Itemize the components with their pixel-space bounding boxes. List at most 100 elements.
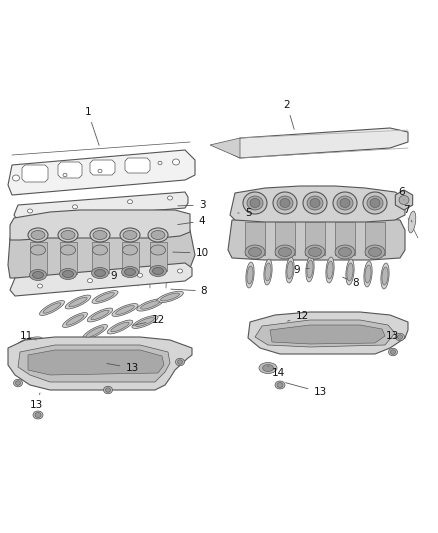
Text: 13: 13 bbox=[107, 363, 138, 373]
Ellipse shape bbox=[31, 230, 45, 239]
Ellipse shape bbox=[408, 211, 416, 233]
Ellipse shape bbox=[33, 411, 43, 419]
Ellipse shape bbox=[106, 387, 110, 392]
Ellipse shape bbox=[279, 247, 292, 256]
Ellipse shape bbox=[308, 247, 321, 256]
Ellipse shape bbox=[339, 247, 352, 256]
Polygon shape bbox=[90, 160, 115, 175]
Polygon shape bbox=[8, 228, 195, 278]
Ellipse shape bbox=[158, 161, 162, 165]
Ellipse shape bbox=[123, 230, 137, 239]
Ellipse shape bbox=[367, 196, 383, 210]
Ellipse shape bbox=[177, 269, 183, 273]
Ellipse shape bbox=[63, 173, 67, 177]
Ellipse shape bbox=[305, 245, 325, 259]
Text: 7: 7 bbox=[403, 205, 412, 222]
Ellipse shape bbox=[310, 198, 320, 207]
Ellipse shape bbox=[368, 247, 381, 256]
Text: 1: 1 bbox=[85, 107, 99, 146]
Ellipse shape bbox=[107, 320, 133, 334]
Ellipse shape bbox=[138, 273, 142, 277]
Ellipse shape bbox=[399, 196, 409, 205]
Ellipse shape bbox=[136, 318, 154, 326]
Ellipse shape bbox=[259, 362, 277, 374]
Ellipse shape bbox=[389, 348, 398, 356]
Ellipse shape bbox=[87, 308, 113, 322]
Ellipse shape bbox=[31, 245, 46, 255]
Ellipse shape bbox=[347, 263, 353, 281]
Text: 12: 12 bbox=[133, 315, 165, 326]
Polygon shape bbox=[275, 222, 295, 255]
Polygon shape bbox=[125, 158, 150, 173]
Ellipse shape bbox=[63, 312, 88, 327]
Polygon shape bbox=[232, 128, 408, 158]
Polygon shape bbox=[255, 320, 395, 347]
Text: 13: 13 bbox=[286, 383, 327, 397]
Ellipse shape bbox=[86, 327, 104, 337]
Ellipse shape bbox=[95, 293, 114, 301]
Polygon shape bbox=[60, 242, 77, 274]
Ellipse shape bbox=[370, 198, 380, 207]
Ellipse shape bbox=[43, 303, 61, 313]
Ellipse shape bbox=[277, 196, 293, 210]
Ellipse shape bbox=[73, 205, 78, 209]
Ellipse shape bbox=[88, 279, 92, 282]
Ellipse shape bbox=[13, 175, 20, 181]
Ellipse shape bbox=[248, 247, 261, 256]
Ellipse shape bbox=[92, 245, 107, 255]
Ellipse shape bbox=[120, 228, 140, 242]
Polygon shape bbox=[365, 222, 385, 255]
Ellipse shape bbox=[247, 196, 263, 210]
Ellipse shape bbox=[63, 271, 74, 278]
Ellipse shape bbox=[90, 228, 110, 242]
Ellipse shape bbox=[15, 381, 21, 385]
Polygon shape bbox=[245, 222, 265, 255]
Ellipse shape bbox=[327, 261, 333, 279]
Polygon shape bbox=[396, 190, 413, 210]
Text: 9: 9 bbox=[111, 271, 123, 281]
Ellipse shape bbox=[307, 196, 323, 210]
Ellipse shape bbox=[123, 245, 138, 255]
Ellipse shape bbox=[137, 299, 163, 311]
Ellipse shape bbox=[177, 360, 183, 364]
Ellipse shape bbox=[365, 265, 371, 283]
Text: 3: 3 bbox=[178, 200, 205, 210]
Ellipse shape bbox=[364, 261, 372, 287]
Polygon shape bbox=[228, 216, 405, 260]
Ellipse shape bbox=[262, 365, 273, 372]
Ellipse shape bbox=[39, 301, 64, 316]
Ellipse shape bbox=[21, 338, 39, 345]
Ellipse shape bbox=[265, 263, 271, 281]
Ellipse shape bbox=[365, 245, 385, 259]
Ellipse shape bbox=[32, 271, 43, 279]
Polygon shape bbox=[92, 242, 109, 273]
Ellipse shape bbox=[92, 290, 118, 303]
Ellipse shape bbox=[38, 284, 42, 288]
Ellipse shape bbox=[103, 386, 113, 394]
Text: 8: 8 bbox=[343, 277, 359, 288]
Ellipse shape bbox=[275, 245, 295, 259]
Ellipse shape bbox=[346, 259, 354, 285]
Ellipse shape bbox=[69, 297, 87, 307]
Ellipse shape bbox=[382, 267, 388, 285]
Polygon shape bbox=[14, 192, 188, 221]
Ellipse shape bbox=[277, 383, 283, 387]
Ellipse shape bbox=[157, 291, 184, 303]
Ellipse shape bbox=[396, 333, 405, 341]
Ellipse shape bbox=[95, 270, 106, 277]
Ellipse shape bbox=[151, 245, 166, 255]
Ellipse shape bbox=[306, 256, 314, 282]
Ellipse shape bbox=[333, 192, 357, 214]
Ellipse shape bbox=[245, 245, 265, 259]
Ellipse shape bbox=[337, 196, 353, 210]
Ellipse shape bbox=[250, 198, 260, 207]
Text: 4: 4 bbox=[178, 216, 205, 226]
Text: 10: 10 bbox=[173, 248, 208, 258]
Ellipse shape bbox=[247, 266, 253, 284]
Ellipse shape bbox=[167, 196, 173, 200]
Polygon shape bbox=[305, 222, 325, 255]
Ellipse shape bbox=[273, 192, 297, 214]
Ellipse shape bbox=[307, 260, 313, 278]
Ellipse shape bbox=[65, 295, 91, 309]
Text: 12: 12 bbox=[288, 311, 309, 321]
